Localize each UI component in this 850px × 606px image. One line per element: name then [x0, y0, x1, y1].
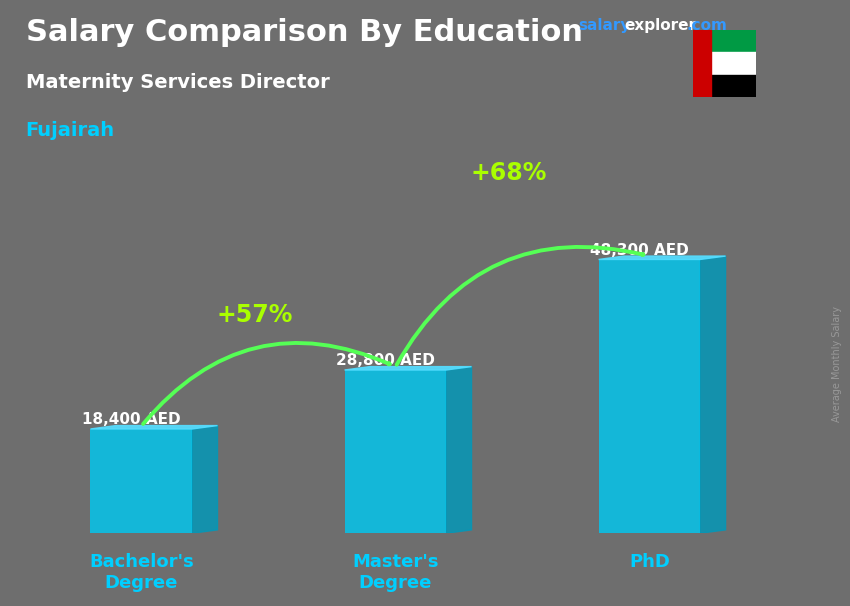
Polygon shape	[700, 256, 726, 533]
Bar	[344, 370, 446, 533]
Text: +57%: +57%	[216, 303, 292, 327]
Polygon shape	[446, 367, 472, 533]
Text: salary: salary	[578, 18, 631, 33]
Polygon shape	[598, 256, 726, 259]
FancyArrowPatch shape	[397, 247, 643, 365]
Text: 28,800 AED: 28,800 AED	[336, 353, 435, 368]
Text: Salary Comparison By Education: Salary Comparison By Education	[26, 18, 582, 47]
Text: 18,400 AED: 18,400 AED	[82, 413, 181, 427]
FancyArrowPatch shape	[143, 343, 390, 424]
Bar	[693, 75, 756, 97]
Text: Maternity Services Director: Maternity Services Director	[26, 73, 329, 92]
Text: Fujairah: Fujairah	[26, 121, 115, 140]
Polygon shape	[344, 367, 472, 370]
Bar	[693, 30, 711, 97]
Text: 48,300 AED: 48,300 AED	[590, 243, 689, 258]
Bar	[90, 429, 192, 533]
Bar	[693, 30, 756, 52]
Polygon shape	[192, 425, 218, 533]
Text: explorer: explorer	[625, 18, 697, 33]
Bar	[693, 52, 756, 75]
Text: +68%: +68%	[470, 161, 547, 185]
Polygon shape	[90, 425, 218, 429]
Text: .com: .com	[687, 18, 728, 33]
Bar	[598, 259, 700, 533]
Text: Average Monthly Salary: Average Monthly Salary	[832, 305, 842, 422]
